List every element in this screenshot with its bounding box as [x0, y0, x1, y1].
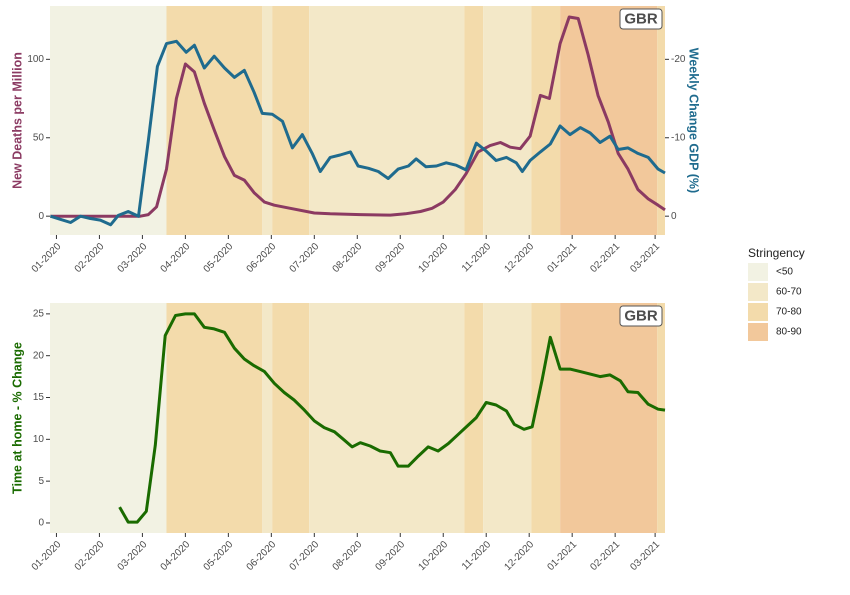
legend-key — [748, 323, 768, 341]
stringency-band — [50, 6, 167, 235]
x-tick-label: 04-2020 — [159, 241, 193, 275]
x-tick-label: 08-2020 — [331, 539, 365, 573]
stringency-band — [483, 6, 532, 235]
x-tick-label: 12-2020 — [502, 539, 536, 573]
y-tick-label: 0 — [38, 211, 44, 222]
stringency-band — [166, 303, 263, 533]
legend-title: Stringency — [748, 246, 805, 260]
y-tick-label: 10 — [33, 434, 45, 445]
x-tick-label: 02-2020 — [73, 539, 107, 573]
y-tick-label: 50 — [33, 132, 45, 143]
x-tick-label: 03-2021 — [628, 241, 662, 275]
legend-label: 60-70 — [776, 287, 802, 298]
x-tick-label: 11-2020 — [460, 241, 494, 275]
stringency-band — [483, 303, 532, 533]
x-tick-label: 01-2021 — [545, 241, 579, 275]
x-tick-label: 06-2020 — [245, 539, 279, 573]
legend-key — [748, 263, 768, 281]
stringency-band — [531, 6, 561, 235]
legend-key — [748, 303, 768, 321]
x-tick-label: 07-2020 — [288, 539, 322, 573]
series-line — [118, 312, 666, 524]
x-tick-label: 03-2020 — [116, 539, 150, 573]
series-line — [50, 15, 666, 218]
annotation-box — [619, 305, 663, 327]
x-tick-label: 03-2021 — [628, 539, 662, 573]
x-tick-label: 11-2020 — [460, 539, 494, 573]
x-tick-label: 01-2020 — [30, 241, 64, 275]
x-tick-label: 10-2020 — [416, 241, 450, 275]
x-tick-label: 04-2020 — [159, 539, 193, 573]
x-tick-label: 08-2020 — [331, 241, 365, 275]
y-tick-label: 5 — [38, 476, 44, 487]
x-tick-label: 05-2020 — [202, 241, 236, 275]
y-tick-label: 15 — [33, 392, 45, 403]
annotation-box — [619, 8, 663, 30]
y-axis-label: New Deaths per Million — [10, 52, 24, 189]
x-tick-label: 02-2021 — [588, 539, 622, 573]
stringency-band — [531, 303, 561, 533]
x-tick-label: 12-2020 — [502, 241, 536, 275]
x-tick-label: 06-2020 — [245, 241, 279, 275]
x-tick-label: 05-2020 — [202, 539, 236, 573]
stringency-band — [262, 6, 273, 235]
x-tick-label: 01-2021 — [545, 539, 579, 573]
stringency-band — [309, 6, 465, 235]
x-tick-label: 09-2020 — [374, 539, 408, 573]
legend-key — [748, 283, 768, 301]
x-tick-label: 09-2020 — [374, 241, 408, 275]
stringency-band — [272, 303, 310, 533]
stringency-band — [166, 6, 263, 235]
x-tick-label: 02-2020 — [73, 241, 107, 275]
legend-label: 80-90 — [776, 327, 802, 338]
y2-tick-label: 0 — [671, 211, 677, 222]
y2-axis-label: Weekly Change GDP (%) — [687, 48, 701, 193]
x-tick-label: 07-2020 — [288, 241, 322, 275]
legend-label: 70-80 — [776, 307, 802, 318]
x-tick-label: 01-2020 — [30, 539, 64, 573]
stringency-band — [657, 303, 665, 533]
x-tick-label: 03-2020 — [116, 241, 150, 275]
x-tick-label: 10-2020 — [416, 539, 450, 573]
stringency-band — [560, 303, 658, 533]
series-line — [49, 39, 666, 227]
y-axis-label: Time at home - % Change — [10, 342, 24, 494]
y2-tick-label: -10 — [671, 132, 686, 143]
legend-label: <50 — [776, 267, 793, 278]
y2-tick-label: -20 — [671, 54, 686, 65]
stringency-band — [262, 303, 273, 533]
stringency-band — [657, 6, 665, 235]
stringency-band — [464, 6, 484, 235]
annotation: GBR — [624, 10, 658, 27]
stringency-band — [272, 6, 310, 235]
y-tick-label: 20 — [33, 350, 45, 361]
x-tick-label: 02-2021 — [588, 241, 622, 275]
y-tick-label: 100 — [27, 54, 44, 65]
stringency-band — [309, 303, 465, 533]
y-tick-label: 25 — [33, 309, 45, 320]
y-tick-label: 0 — [38, 518, 44, 529]
annotation: GBR — [624, 307, 658, 324]
